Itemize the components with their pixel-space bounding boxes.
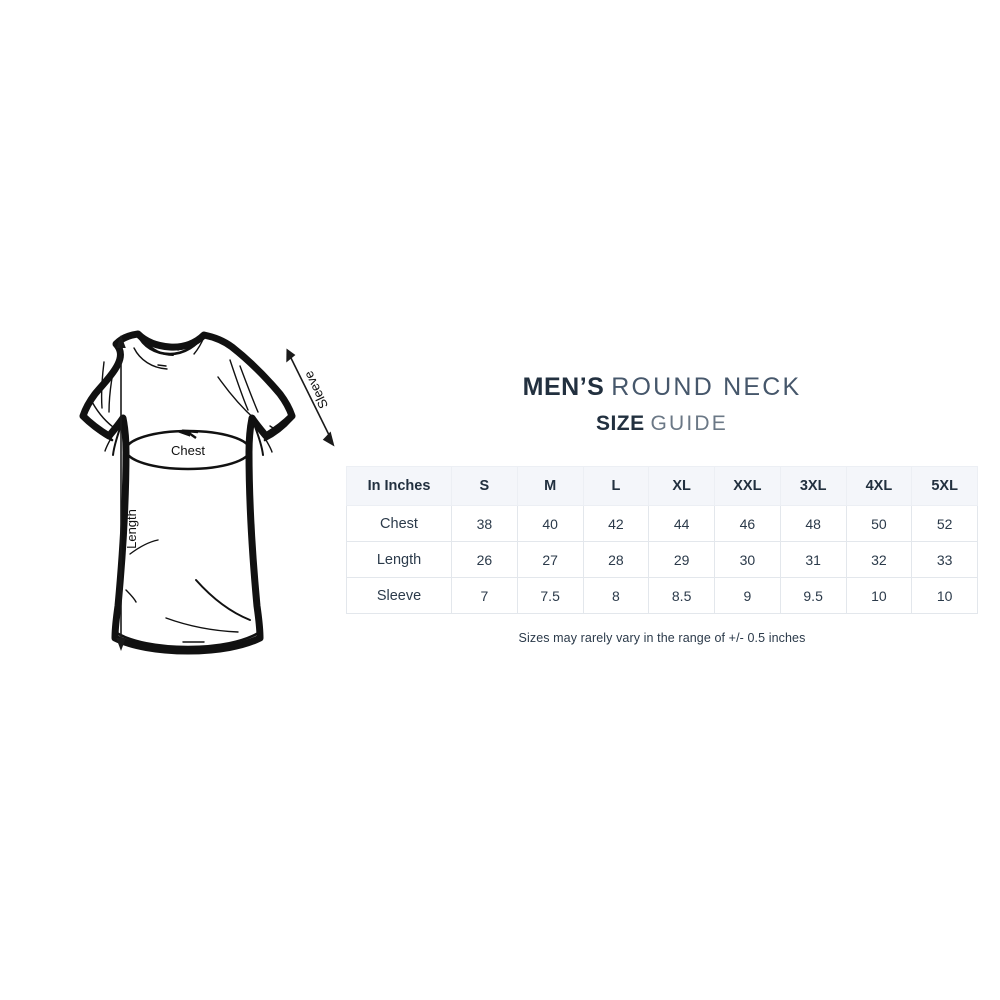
round-neck-collar [133,333,206,370]
table-cell: 44 [648,505,715,542]
table-header-size-5xl: 5XL [911,466,978,506]
table-cell: 27 [516,541,584,578]
table-cell: 9.5 [779,577,847,614]
table-cell: 26 [451,541,518,578]
table-cell: 50 [845,505,913,542]
table-cell: 8.5 [648,577,715,614]
table-cell: 42 [582,505,650,542]
left-sleeve-detail [83,361,124,456]
bottom-hem [113,630,262,649]
page-title: MEN’S ROUND NECK [346,370,978,404]
size-table-container: In Inches S M L XL XXL 3XL 4XL 5XL Chest 38 40 42 44… [346,466,978,645]
table-header-unit: In Inches [346,466,452,506]
table-cell: 33 [911,541,978,578]
table-header-size-m: M [516,466,584,506]
right-sleeve-detail [217,359,294,456]
page-subtitle-light: GUIDE [650,412,729,435]
table-cell: 38 [451,505,518,542]
table-cell: 7.5 [516,577,584,614]
sleeve-measure: Sleeve [286,348,335,447]
table-header-size-l: L [582,466,650,506]
table-header-size-xl: XL [648,466,715,506]
table-cell: 30 [714,541,781,578]
table-header-size-4xl: 4XL [845,466,913,506]
page-title-light: ROUND NECK [611,373,802,401]
table-cell: 52 [911,505,978,542]
table-row-label: Sleeve [346,577,452,614]
size-guide-panel: MEN’S ROUND NECK SIZE GUIDE In Inches S M L… [346,370,978,645]
table-cell: 31 [779,541,847,578]
table-cell: 32 [845,541,913,578]
size-table-body: Chest 38 40 42 44 46 48 50 52 Length 26 27 28 29 30 31 3… [346,505,978,614]
chest-measure: Chest [124,429,252,471]
table-header-size-3xl: 3XL [779,466,847,506]
t-shirt-silhouette [79,330,296,655]
size-table-note: Sizes may rarely vary in the range of +/… [518,631,806,645]
page-subtitle-strong: SIZE [595,412,645,435]
table-cell: 28 [582,541,650,578]
table-cell: 10 [911,577,978,614]
chest-label: Chest [171,443,205,458]
table-cell: 29 [648,541,715,578]
size-table-head: In Inches S M L XL XXL 3XL 4XL 5XL [346,466,978,506]
table-cell: 8 [582,577,650,614]
table-cell: 48 [779,505,847,542]
table-header-size-xxl: XXL [714,466,781,506]
length-label: Length [124,509,139,549]
table-cell: 46 [714,505,781,542]
length-measure: Length [116,335,139,651]
table-cell: 9 [714,577,781,614]
sleeve-label: Sleeve [301,369,331,411]
table-row-label: Length [346,541,452,578]
table-cell: 40 [516,505,584,542]
table-row: Sleeve 7 7.5 8 8.5 9 9.5 10 10 [346,577,978,614]
title-block: MEN’S ROUND NECK SIZE GUIDE [346,370,978,439]
table-row: Length 26 27 28 29 30 31 32 33 [346,541,978,578]
table-row-label: Chest [346,505,452,542]
page-subtitle: SIZE GUIDE [346,409,978,439]
table-header-size-s: S [451,466,518,506]
table-row: Chest 38 40 42 44 46 48 50 52 [346,505,978,542]
table-header-row: In Inches S M L XL XXL 3XL 4XL 5XL [346,466,978,506]
page-title-strong: MEN’S [522,373,605,401]
size-table: In Inches S M L XL XXL 3XL 4XL 5XL Chest 38 40 42 44… [346,466,978,614]
table-cell: 10 [845,577,913,614]
table-cell: 7 [451,577,518,614]
body-creases [125,539,251,643]
t-shirt-illustration: Chest Length Sleeve [18,322,358,672]
